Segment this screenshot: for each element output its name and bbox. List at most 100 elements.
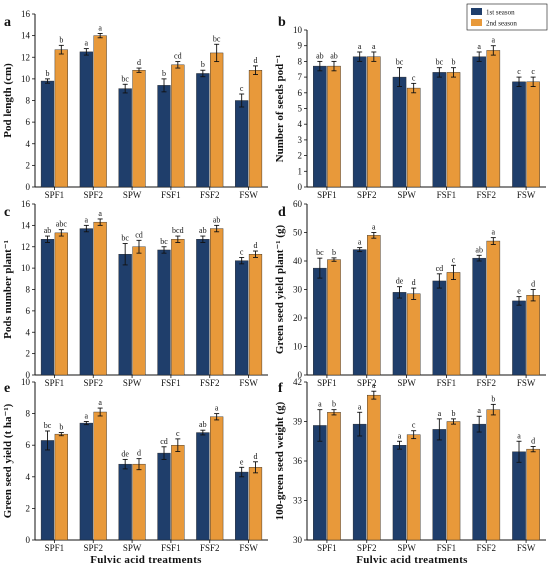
legend-swatch-season2	[471, 19, 482, 26]
y-tick-label: 4	[298, 119, 303, 129]
x-tick-label: FSF2	[200, 378, 220, 388]
significance-letter: a	[398, 431, 402, 440]
bar-season1	[235, 260, 249, 376]
x-tick-label: SPF2	[83, 543, 103, 553]
bar-season1	[40, 239, 55, 376]
bar-season2	[54, 232, 68, 376]
bar-season1	[118, 88, 132, 188]
x-tick-label: SPF1	[45, 190, 65, 200]
bar-season1	[512, 81, 526, 188]
bar-season1	[118, 463, 132, 541]
significance-letter: ab	[199, 420, 207, 429]
y-tick-label: 8	[26, 409, 31, 419]
y-tick-label: 36	[293, 456, 303, 466]
bar-season1	[196, 239, 210, 376]
bar-season1	[472, 423, 486, 541]
y-tick-label: 10	[21, 377, 31, 387]
significance-letter: b	[451, 58, 455, 67]
bar-season2	[327, 412, 341, 541]
y-axis-title: Pod length (cm)	[2, 63, 14, 138]
significance-letter: b	[332, 400, 336, 409]
x-tick-label: SPW	[397, 543, 416, 553]
x-tick-label: SPF1	[317, 190, 337, 200]
y-tick-label: 14	[21, 220, 31, 230]
bar-season2	[406, 87, 421, 188]
x-tick-label: FSF2	[476, 378, 496, 388]
significance-letter: a	[358, 238, 362, 247]
significance-letter: a	[438, 409, 442, 418]
bar-season2	[54, 49, 68, 188]
y-tick-label: 50	[293, 228, 303, 238]
bar-season2	[93, 411, 107, 541]
x-tick-label: FSF1	[161, 543, 181, 553]
bar-season2	[93, 35, 107, 188]
significance-letter: d	[253, 56, 257, 65]
y-axis-title: Green seed yield plant⁻¹ (g)	[274, 225, 286, 355]
bar-season1	[118, 254, 132, 376]
significance-letter: de	[121, 449, 129, 458]
bar-season2	[248, 467, 263, 541]
y-tick-label: 0	[298, 182, 303, 192]
bar-season1	[392, 445, 407, 541]
significance-letter: a	[98, 23, 102, 32]
x-tick-label: FSF1	[437, 378, 457, 388]
significance-letter: b	[491, 394, 495, 403]
y-tick-label: 5	[298, 104, 303, 114]
x-tick-label: FSF1	[437, 543, 457, 553]
y-tick-label: 16	[21, 9, 31, 19]
y-tick-label: 2	[26, 160, 31, 170]
significance-letter: c	[176, 429, 180, 438]
significance-letter: bcd	[172, 226, 184, 235]
significance-letter: a	[492, 228, 496, 237]
x-tick-label: SPF2	[83, 378, 103, 388]
y-tick-label: 30	[293, 285, 303, 295]
significance-letter: a	[492, 36, 496, 45]
y-tick-label: 6	[26, 306, 31, 316]
significance-letter: c	[452, 255, 456, 264]
y-tick-label: 6	[26, 440, 31, 450]
significance-letter: b	[162, 69, 166, 78]
bar-season1	[40, 80, 55, 188]
x-tick-label: SPF2	[83, 190, 103, 200]
bar-season1	[392, 76, 407, 188]
bar-season1	[79, 228, 93, 376]
y-tick-label: 10	[21, 263, 31, 273]
panel-letter-a: a	[4, 15, 11, 30]
significance-letter: a	[477, 42, 481, 51]
legend: 1st season 2nd season	[466, 3, 548, 31]
y-tick-label: 42	[293, 377, 302, 387]
bar-season1	[432, 280, 447, 376]
significance-letter: d	[253, 452, 257, 461]
y-axis-title: Number of seeds pod⁻¹	[274, 55, 286, 163]
y-tick-label: 0	[298, 370, 303, 380]
significance-letter: d	[531, 437, 535, 446]
bar-season1	[512, 451, 526, 541]
significance-letter: ab	[475, 245, 483, 254]
significance-letter: ab	[44, 226, 52, 235]
x-tick-label: SPF2	[357, 190, 377, 200]
significance-letter: a	[85, 39, 89, 48]
panel-f: f 30 33 36 39 42 100-green seed weight (g) SPF1…	[274, 377, 546, 553]
x-tick-label: FSW	[517, 378, 536, 388]
y-tick-label: 7	[298, 72, 303, 82]
panel-a: a 0 2 4 6 8 10 12 14 16 Pod length (cm) SPF1 b b SPF2 a…	[2, 9, 268, 200]
significance-letter: bc	[121, 234, 129, 243]
y-tick-label: 8	[26, 96, 31, 106]
significance-letter: c	[240, 84, 244, 93]
x-axis-title-right: Fulvic acid treatments	[356, 554, 468, 566]
bar-season2	[526, 448, 540, 541]
x-tick-label: SPF1	[317, 543, 337, 553]
bar-season2	[327, 65, 341, 188]
significance-letter: cd	[174, 52, 182, 61]
significance-letter: ab	[199, 226, 207, 235]
bar-season1	[196, 432, 210, 541]
x-tick-label: FSW	[239, 378, 258, 388]
x-axis-title-left: Fulvic acid treatments	[90, 554, 202, 566]
x-tick-label: FSF2	[200, 190, 220, 200]
y-tick-label: 10	[21, 74, 31, 84]
bar-season2	[132, 70, 146, 188]
significance-letter: a	[517, 431, 521, 440]
bar-season1	[157, 452, 171, 541]
significance-letter: bc	[121, 74, 129, 83]
